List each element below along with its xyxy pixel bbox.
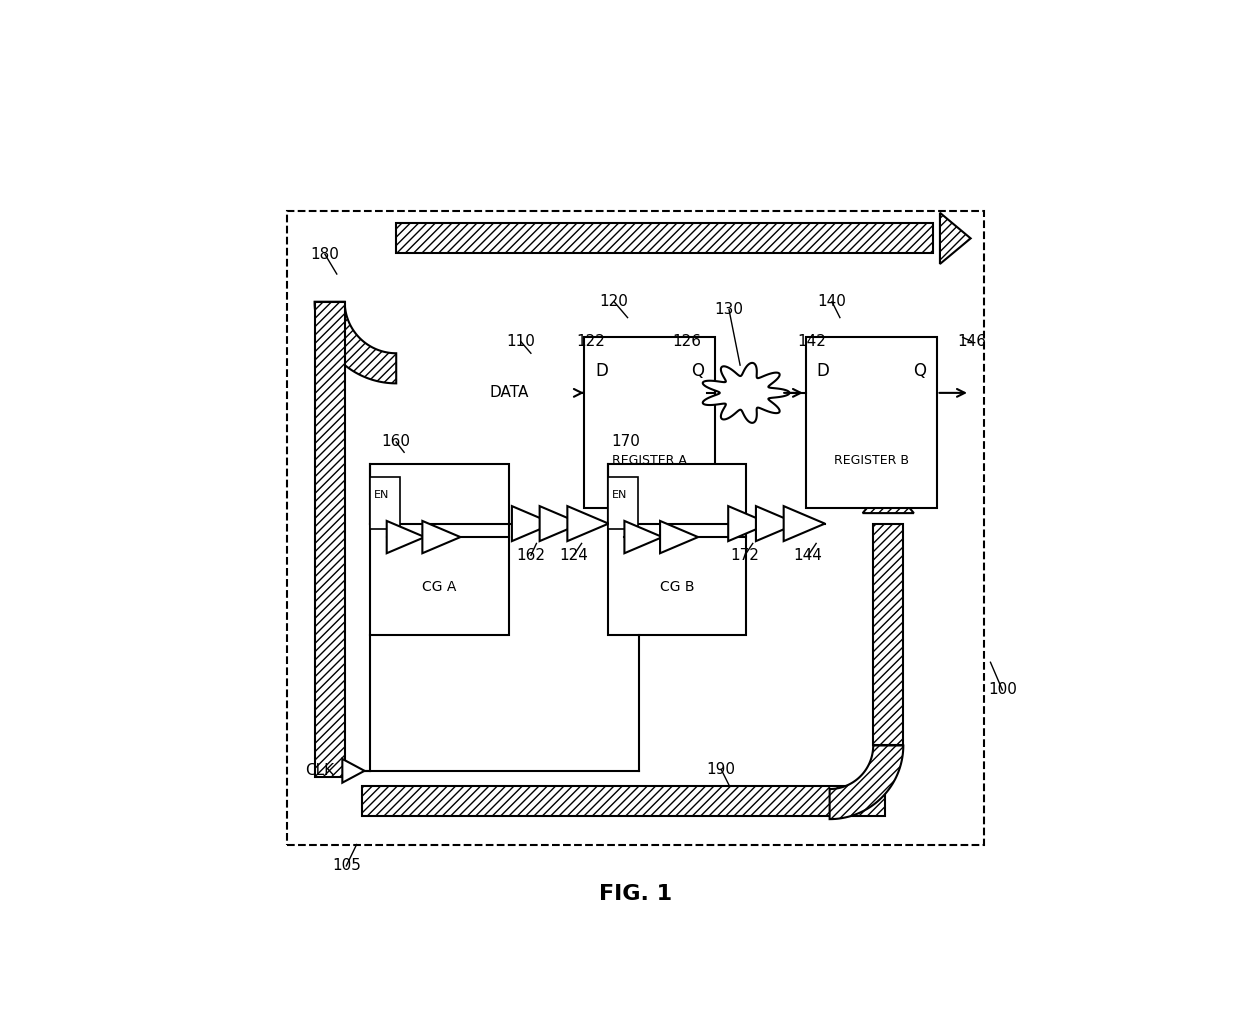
Text: Q: Q — [691, 362, 704, 381]
Text: EN: EN — [374, 490, 389, 500]
Text: 162: 162 — [516, 547, 546, 563]
Bar — [873, 524, 903, 745]
Polygon shape — [568, 506, 609, 541]
Text: 140: 140 — [817, 294, 847, 310]
Text: 146: 146 — [957, 333, 986, 349]
Text: D: D — [817, 362, 830, 381]
Text: 122: 122 — [575, 333, 605, 349]
Bar — [370, 464, 508, 635]
Bar — [286, 211, 985, 845]
Polygon shape — [315, 301, 397, 384]
Polygon shape — [830, 745, 903, 819]
Polygon shape — [756, 506, 797, 541]
Bar — [608, 464, 746, 635]
Text: 120: 120 — [600, 294, 629, 310]
Text: 110: 110 — [506, 333, 534, 349]
Bar — [608, 477, 637, 529]
Text: D: D — [595, 362, 608, 381]
Bar — [362, 786, 885, 816]
Polygon shape — [539, 506, 580, 541]
Text: 105: 105 — [332, 858, 361, 874]
Text: 130: 130 — [714, 303, 744, 317]
Text: REGISTER B: REGISTER B — [833, 454, 909, 466]
Bar — [584, 338, 714, 507]
Text: 172: 172 — [730, 547, 759, 563]
Polygon shape — [940, 213, 971, 264]
Bar — [397, 223, 932, 253]
Text: 124: 124 — [559, 547, 588, 563]
Text: 190: 190 — [707, 761, 735, 777]
Text: 142: 142 — [797, 333, 826, 349]
Text: REGISTER A: REGISTER A — [611, 454, 687, 466]
Polygon shape — [728, 506, 769, 541]
Text: DATA: DATA — [489, 386, 528, 400]
Text: CLK: CLK — [305, 764, 335, 778]
Text: CG A: CG A — [422, 579, 456, 594]
Polygon shape — [387, 521, 425, 554]
Polygon shape — [660, 521, 698, 554]
Polygon shape — [512, 506, 553, 541]
Text: CG B: CG B — [660, 579, 694, 594]
Polygon shape — [625, 521, 662, 554]
Polygon shape — [784, 506, 825, 541]
Polygon shape — [342, 759, 365, 783]
Text: Q: Q — [913, 362, 925, 381]
Polygon shape — [703, 363, 790, 423]
Bar — [806, 338, 936, 507]
Text: 180: 180 — [310, 247, 340, 261]
Text: FIG. 1: FIG. 1 — [599, 884, 672, 903]
Text: 144: 144 — [794, 547, 822, 563]
Text: 100: 100 — [988, 682, 1017, 698]
Bar — [370, 477, 401, 529]
Bar — [315, 301, 345, 777]
Text: 170: 170 — [611, 434, 640, 450]
Polygon shape — [863, 483, 914, 513]
Text: EN: EN — [611, 490, 627, 500]
Text: 160: 160 — [382, 434, 410, 450]
Polygon shape — [423, 521, 460, 554]
Text: 126: 126 — [672, 333, 702, 349]
